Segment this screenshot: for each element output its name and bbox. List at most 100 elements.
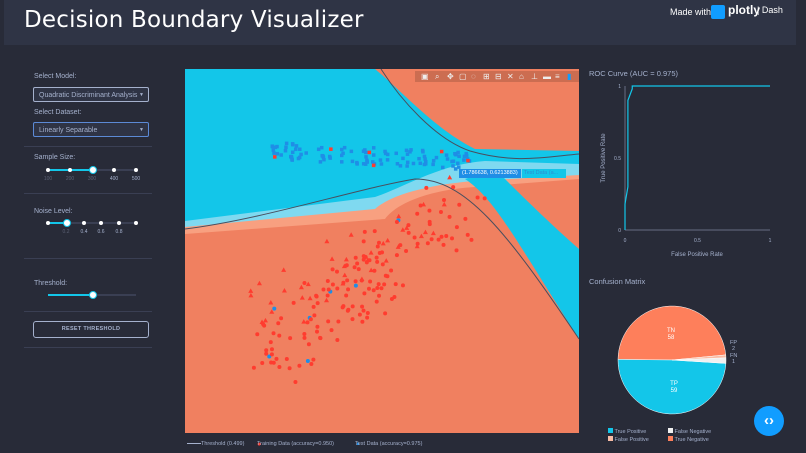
- training-point[interactable]: [308, 317, 313, 322]
- training-point[interactable]: [314, 293, 319, 298]
- training-point[interactable]: [272, 306, 277, 311]
- training-point[interactable]: [352, 265, 357, 270]
- training-point[interactable]: [355, 162, 359, 166]
- training-point[interactable]: [269, 347, 274, 352]
- test-point[interactable]: [268, 300, 274, 305]
- training-point[interactable]: [411, 161, 416, 166]
- training-point[interactable]: [408, 150, 412, 154]
- training-point[interactable]: [457, 202, 462, 207]
- training-point[interactable]: [326, 287, 331, 292]
- test-point[interactable]: [395, 244, 401, 249]
- training-point[interactable]: [330, 282, 335, 287]
- training-point[interactable]: [334, 269, 339, 274]
- test-point[interactable]: [383, 258, 389, 263]
- training-point[interactable]: [383, 149, 387, 154]
- training-point[interactable]: [291, 300, 296, 305]
- test-point[interactable]: [421, 201, 427, 207]
- training-point[interactable]: [451, 185, 456, 190]
- training-point[interactable]: [394, 220, 399, 225]
- training-point[interactable]: [274, 356, 279, 361]
- test-point[interactable]: [340, 281, 346, 286]
- training-point[interactable]: [361, 308, 366, 313]
- test-point[interactable]: [414, 243, 420, 249]
- training-point[interactable]: [302, 331, 307, 336]
- training-point[interactable]: [279, 316, 284, 321]
- training-point[interactable]: [344, 293, 349, 298]
- training-point[interactable]: [439, 234, 444, 239]
- training-point[interactable]: [315, 324, 320, 329]
- training-point[interactable]: [365, 315, 370, 320]
- zoom-icon[interactable]: ⌕: [435, 72, 440, 81]
- training-point[interactable]: [368, 279, 373, 284]
- training-point[interactable]: [288, 336, 293, 341]
- test-point[interactable]: [299, 295, 305, 300]
- training-point[interactable]: [371, 163, 376, 168]
- training-point[interactable]: [341, 151, 345, 156]
- training-point[interactable]: [409, 148, 413, 152]
- training-point[interactable]: [434, 155, 439, 160]
- training-point[interactable]: [379, 286, 384, 291]
- training-point[interactable]: [335, 337, 340, 342]
- training-point[interactable]: [462, 154, 467, 159]
- training-point[interactable]: [339, 153, 344, 158]
- test-point[interactable]: [324, 297, 330, 303]
- training-point[interactable]: [453, 152, 457, 156]
- training-point[interactable]: [322, 157, 326, 162]
- training-point[interactable]: [466, 158, 470, 163]
- training-point[interactable]: [277, 333, 282, 338]
- training-point[interactable]: [260, 361, 265, 366]
- test-point[interactable]: [400, 227, 406, 232]
- legend-false-positive[interactable]: False Positive: [608, 436, 649, 443]
- training-point[interactable]: [439, 149, 444, 154]
- threshold-handle[interactable]: [89, 291, 97, 299]
- training-point[interactable]: [431, 162, 435, 167]
- home-icon[interactable]: ⌂: [519, 72, 524, 81]
- training-point[interactable]: [375, 259, 380, 264]
- training-point[interactable]: [424, 185, 429, 190]
- training-point[interactable]: [371, 288, 376, 293]
- training-point[interactable]: [380, 250, 385, 255]
- training-point[interactable]: [421, 150, 425, 154]
- training-point[interactable]: [447, 214, 452, 219]
- training-point[interactable]: [385, 158, 390, 162]
- training-point[interactable]: [326, 319, 331, 324]
- training-point[interactable]: [371, 153, 376, 157]
- test-point[interactable]: [368, 267, 374, 273]
- training-point[interactable]: [312, 313, 317, 318]
- training-point[interactable]: [375, 244, 380, 249]
- test-point[interactable]: [418, 233, 424, 239]
- legend-true-positive[interactable]: True Positive: [608, 428, 646, 435]
- training-point[interactable]: [362, 229, 367, 234]
- training-point[interactable]: [464, 153, 469, 158]
- training-point[interactable]: [264, 351, 269, 356]
- pie-slice-tn[interactable]: [617, 305, 727, 361]
- training-point[interactable]: [361, 239, 366, 244]
- training-point[interactable]: [302, 335, 307, 340]
- training-point[interactable]: [366, 286, 371, 291]
- training-point[interactable]: [309, 362, 314, 367]
- training-point[interactable]: [398, 243, 403, 248]
- training-point[interactable]: [350, 304, 355, 309]
- training-point[interactable]: [385, 152, 390, 157]
- training-point[interactable]: [382, 282, 387, 287]
- training-point[interactable]: [315, 329, 320, 334]
- test-point[interactable]: [365, 257, 371, 262]
- test-point[interactable]: [343, 256, 349, 262]
- training-point[interactable]: [436, 237, 441, 242]
- training-point[interactable]: [291, 142, 295, 147]
- test-point[interactable]: [305, 281, 311, 287]
- training-point[interactable]: [297, 155, 302, 160]
- confusion-pie[interactable]: TN 58 TP 59 FP 2 FN 1: [616, 303, 746, 419]
- training-point[interactable]: [320, 153, 324, 158]
- training-point[interactable]: [311, 357, 316, 362]
- training-point[interactable]: [454, 248, 459, 253]
- training-point[interactable]: [356, 267, 361, 272]
- training-point[interactable]: [336, 319, 341, 324]
- legend-threshold[interactable]: Threshold (0.499): [187, 441, 244, 448]
- training-point[interactable]: [270, 144, 275, 149]
- training-point[interactable]: [383, 151, 388, 156]
- training-point[interactable]: [327, 154, 332, 159]
- training-point[interactable]: [450, 236, 455, 241]
- pie-slice-fn[interactable]: [671, 354, 727, 361]
- training-point[interactable]: [273, 145, 278, 150]
